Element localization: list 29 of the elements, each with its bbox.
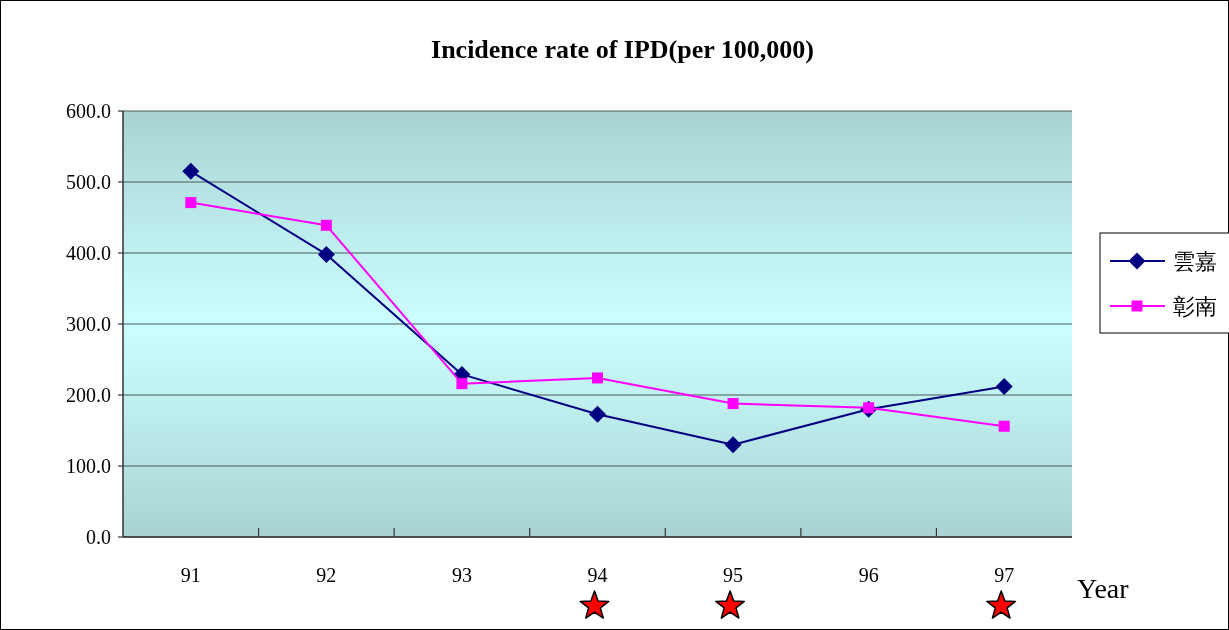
legend-label: 雲嘉	[1173, 249, 1217, 274]
y-tick-label: 200.0	[66, 384, 111, 406]
point	[592, 372, 603, 384]
x-tick-label: 93	[451, 564, 472, 586]
point	[320, 219, 332, 231]
point	[727, 398, 739, 410]
point	[998, 420, 1010, 432]
y-tick-label: 0.0	[86, 526, 111, 548]
x-tick-label: 96	[858, 564, 879, 586]
point	[589, 405, 606, 423]
point	[317, 245, 335, 263]
x-axis-title: Year	[1077, 573, 1130, 604]
point	[995, 377, 1013, 395]
point	[185, 197, 197, 209]
legend-label: 彰南	[1173, 294, 1217, 319]
x-tick-label: 92	[316, 564, 337, 586]
y-tick-label: 100.0	[66, 455, 111, 477]
y-tick-label: 600.0	[66, 100, 111, 122]
y-tick-label: 300.0	[66, 313, 111, 335]
x-tick-label: 95	[723, 564, 744, 586]
y-tick-label: 400.0	[66, 242, 111, 264]
x-tick-label: 97	[994, 564, 1015, 586]
point	[456, 378, 468, 390]
x-tick-label: 91	[180, 564, 201, 586]
point	[182, 162, 200, 180]
chart-title: Incidence rate of IPD(per 100,000)	[431, 35, 814, 64]
x-tick-label: 94	[587, 564, 608, 586]
point	[724, 436, 742, 454]
y-tick-label: 500.0	[66, 171, 111, 193]
